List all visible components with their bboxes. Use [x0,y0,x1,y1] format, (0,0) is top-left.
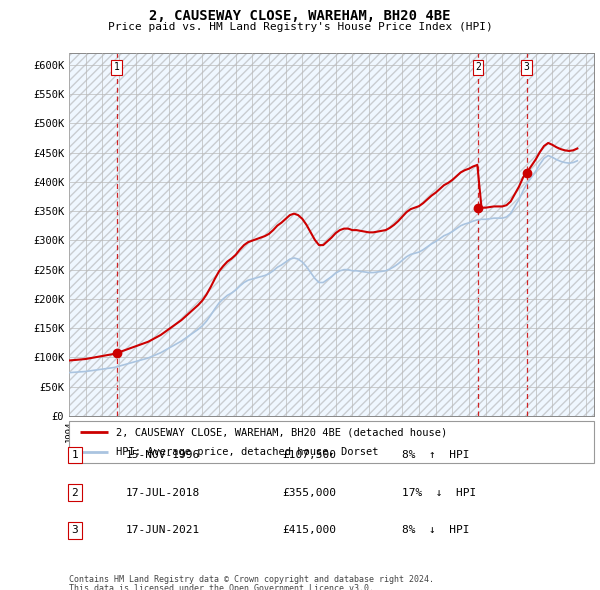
Text: 1: 1 [114,62,120,72]
Text: 8%  ↓  HPI: 8% ↓ HPI [402,526,470,535]
Text: 17-JUN-2021: 17-JUN-2021 [126,526,200,535]
Text: HPI: Average price, detached house, Dorset: HPI: Average price, detached house, Dors… [116,447,379,457]
Text: 3: 3 [524,62,530,72]
Text: 1: 1 [71,450,79,460]
Text: 2: 2 [71,488,79,497]
Bar [69,53,594,416]
Text: Contains HM Land Registry data © Crown copyright and database right 2024.: Contains HM Land Registry data © Crown c… [69,575,434,584]
Text: £355,000: £355,000 [282,488,336,497]
Text: This data is licensed under the Open Government Licence v3.0.: This data is licensed under the Open Gov… [69,584,374,590]
Text: 8%  ↑  HPI: 8% ↑ HPI [402,450,470,460]
Text: £107,500: £107,500 [282,450,336,460]
Text: 3: 3 [71,526,79,535]
Text: 2: 2 [475,62,481,72]
Text: 2, CAUSEWAY CLOSE, WAREHAM, BH20 4BE (detached house): 2, CAUSEWAY CLOSE, WAREHAM, BH20 4BE (de… [116,427,448,437]
Text: 15-NOV-1996: 15-NOV-1996 [126,450,200,460]
Text: £415,000: £415,000 [282,526,336,535]
Text: 17%  ↓  HPI: 17% ↓ HPI [402,488,476,497]
Text: Price paid vs. HM Land Registry's House Price Index (HPI): Price paid vs. HM Land Registry's House … [107,22,493,32]
Text: 17-JUL-2018: 17-JUL-2018 [126,488,200,497]
Text: 2, CAUSEWAY CLOSE, WAREHAM, BH20 4BE: 2, CAUSEWAY CLOSE, WAREHAM, BH20 4BE [149,9,451,23]
